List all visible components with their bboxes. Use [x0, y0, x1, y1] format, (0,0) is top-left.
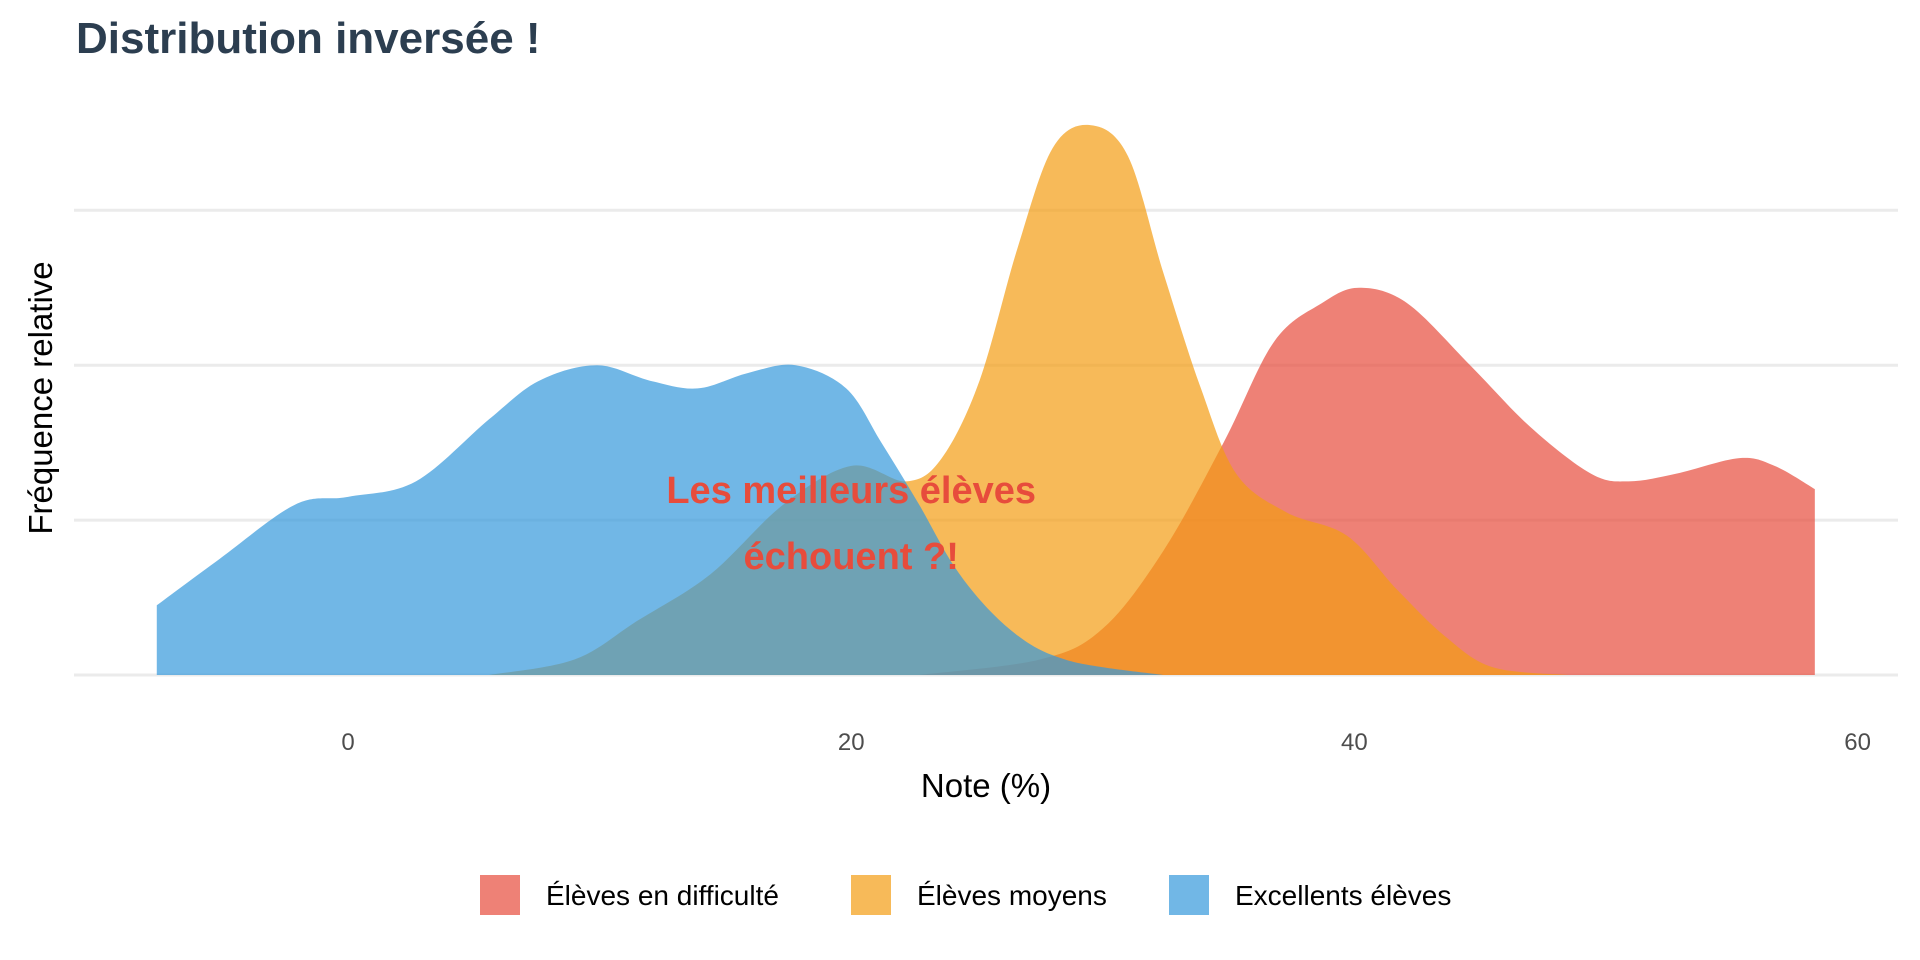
x-axis-label: Note (%)	[921, 767, 1051, 804]
x-tick-label: 20	[838, 729, 865, 756]
x-tick-label: 0	[341, 729, 354, 756]
density-area--l-ves-en-difficult-	[919, 287, 1815, 675]
legend-item: Élèves moyens	[851, 875, 1107, 915]
legend-label: Élèves en difficulté	[546, 880, 779, 911]
legend-label: Élèves moyens	[917, 880, 1107, 911]
density-area-excellents-l-ves	[156, 364, 1164, 675]
y-axis-label: Fréquence relative	[22, 261, 59, 534]
chart-title: Distribution inversée !	[76, 14, 541, 63]
legend: Élèves en difficulté Élèves moyens Excelle…	[480, 875, 1451, 915]
annotation-line-2: échouent ?!	[744, 536, 959, 578]
density-areas	[156, 124, 1815, 675]
legend-label: Excellents élèves	[1235, 880, 1451, 911]
annotation-line-1: Les meilleurs élèves	[666, 470, 1036, 512]
legend-swatch	[480, 875, 520, 915]
x-tick-label: 60	[1844, 729, 1871, 756]
x-tick-label: 40	[1341, 729, 1368, 756]
legend-swatch	[851, 875, 891, 915]
legend-swatch	[1169, 875, 1209, 915]
x-axis-ticks: 0 20 40 60	[341, 729, 1871, 756]
legend-item: Excellents élèves	[1169, 875, 1451, 915]
legend-item: Élèves en difficulté	[480, 875, 779, 915]
